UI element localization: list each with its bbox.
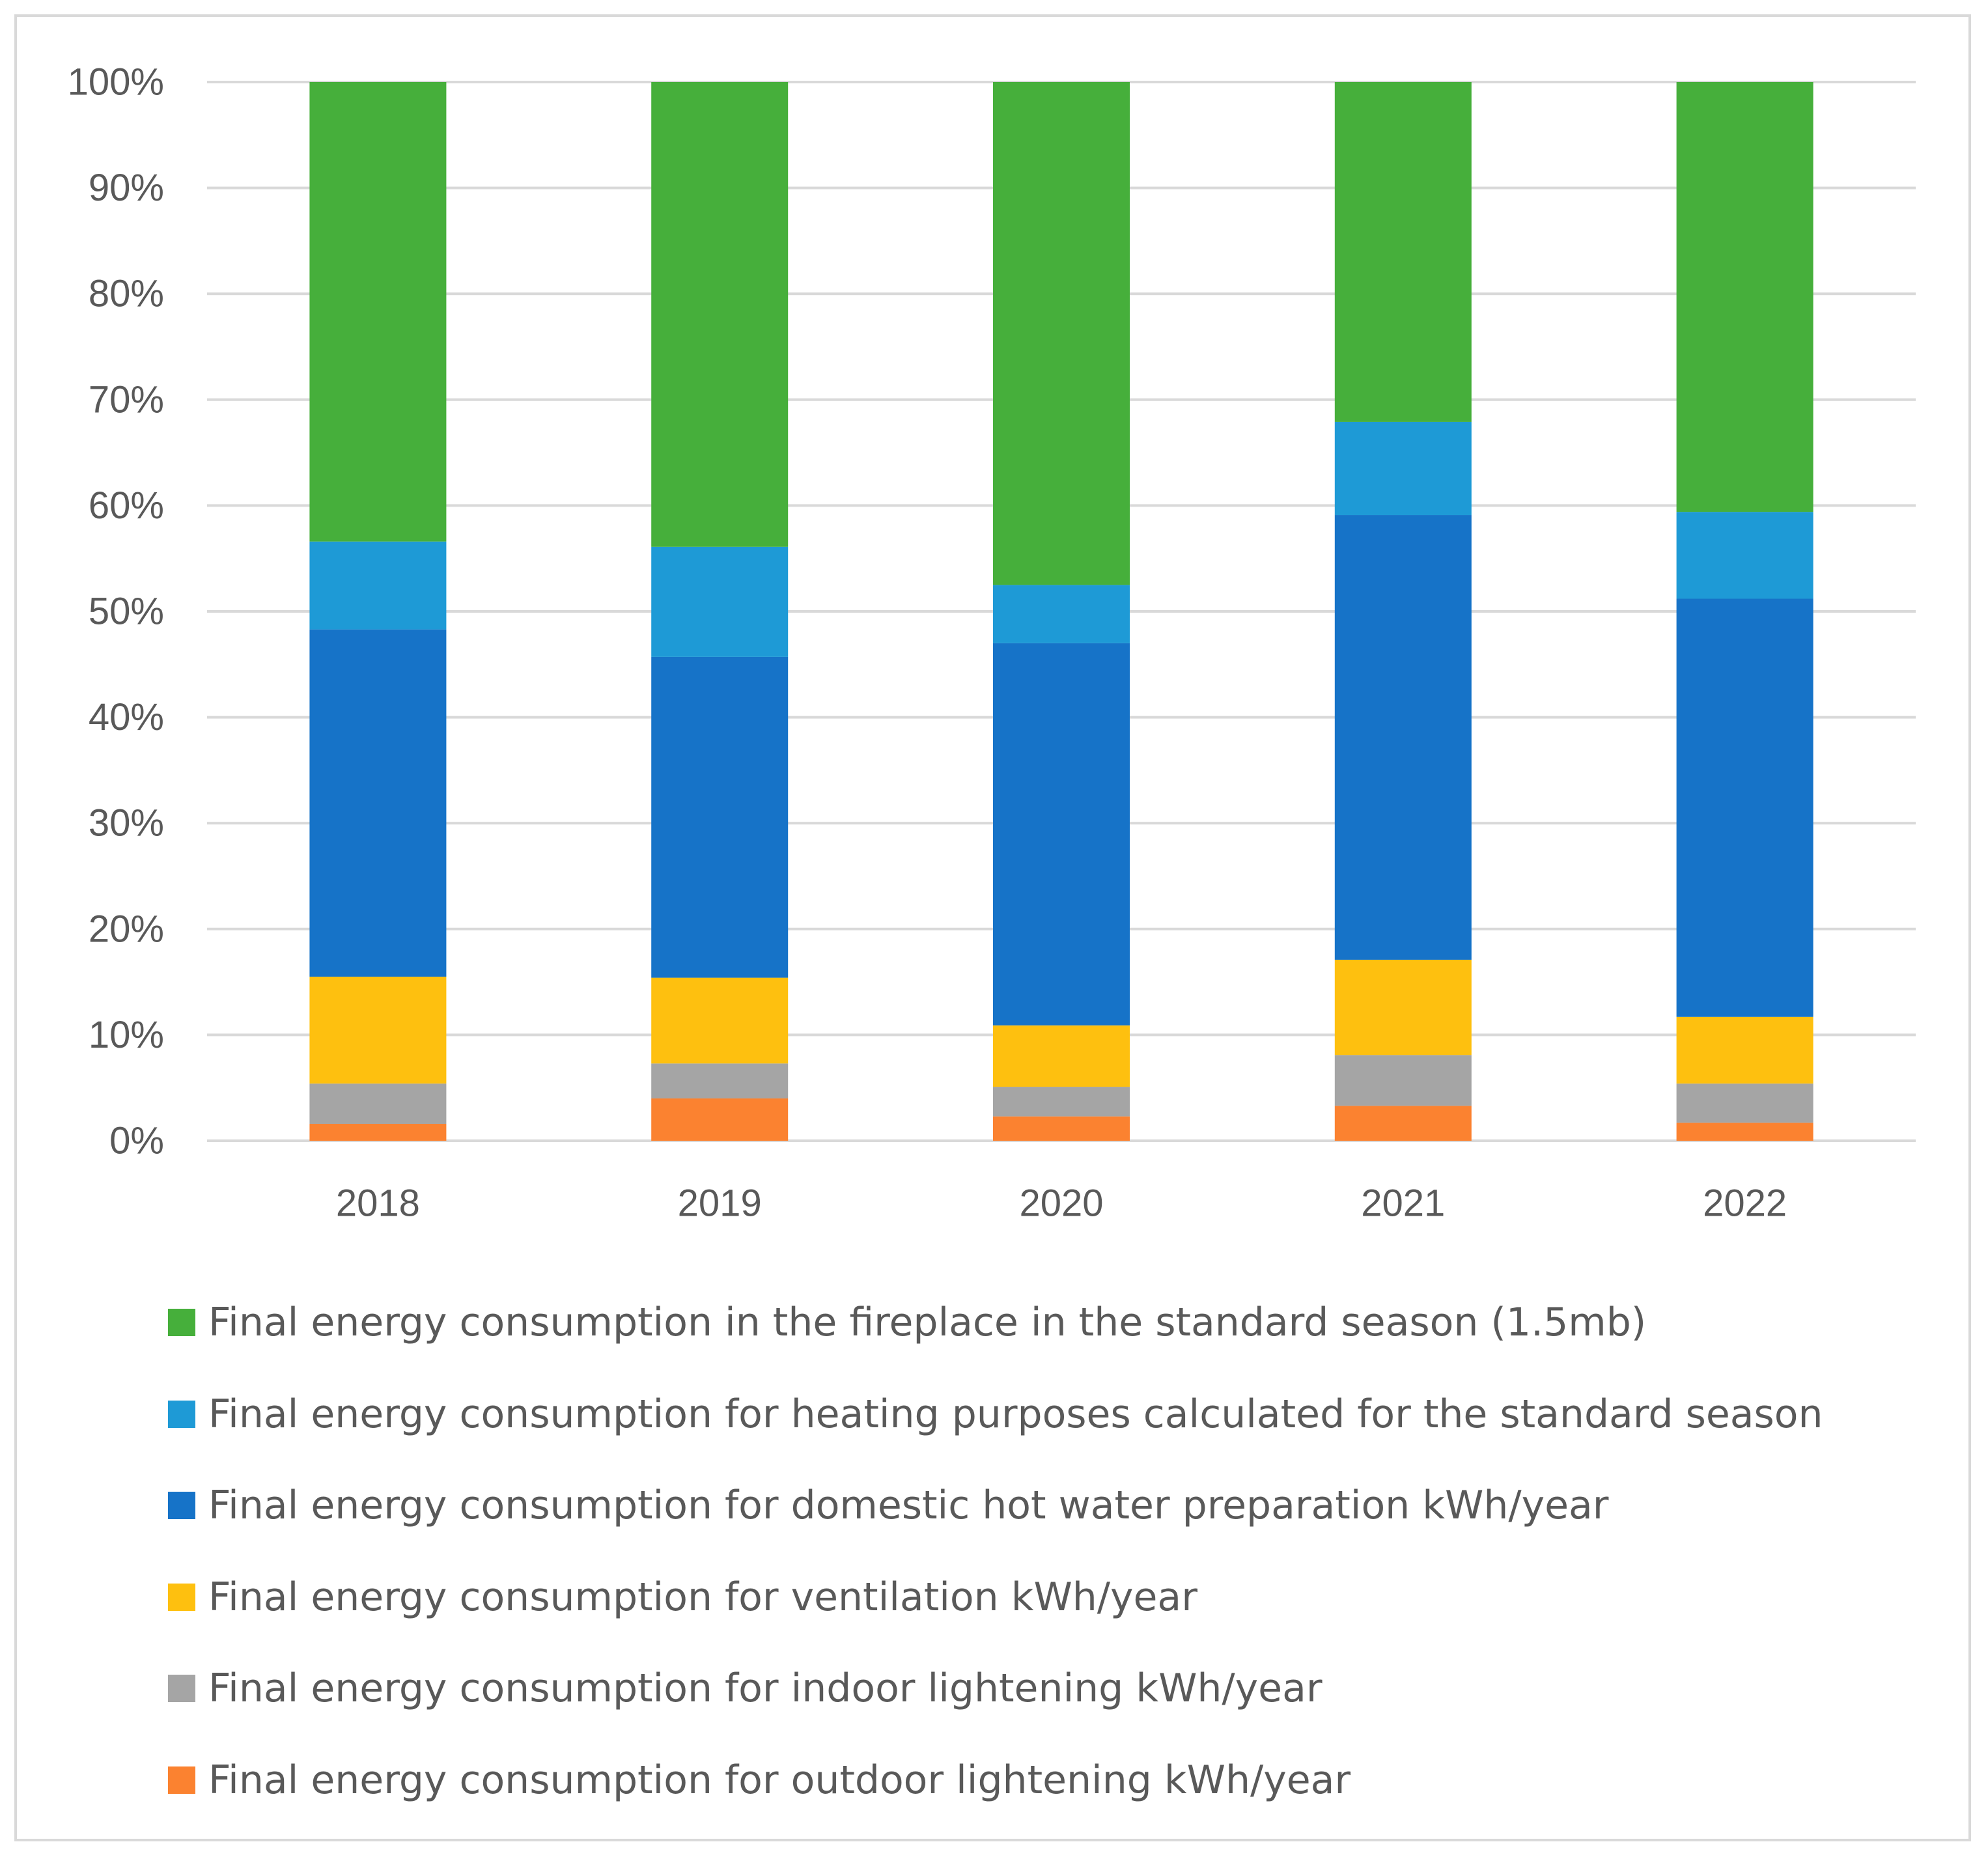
bar-segment [1334,82,1472,422]
y-tick-label: 10% [89,1014,164,1056]
bar-segment [1334,1106,1472,1141]
legend-item: Final energy consumption for domestic ho… [168,1479,1608,1531]
bar-segment [1676,1016,1813,1084]
y-tick-label: 90% [89,167,164,209]
y-tick-label: 20% [89,908,164,950]
legend-swatch [168,1675,195,1703]
legend-item: Final energy consumption for ventilation… [168,1571,1197,1623]
x-tick-label: 2021 [1361,1182,1445,1225]
legend-item: Final energy consumption for outdoor lig… [168,1754,1351,1806]
bar-segment [1676,82,1813,512]
bar-segment [993,82,1130,585]
legend-item: Final energy consumption for indoor ligh… [168,1662,1323,1714]
y-tick-label: 60% [89,484,164,527]
legend-swatch [168,1583,195,1611]
y-tick-label: 40% [89,696,164,738]
legend-label: Final energy consumption for ventilation… [208,1574,1197,1620]
bar-segment [1676,1083,1813,1123]
legend-label: Final energy consumption in the fireplac… [208,1300,1647,1345]
y-tick-label: 70% [89,378,164,421]
legend-label: Final energy consumption for indoor ligh… [208,1666,1323,1712]
bar-segment [993,1087,1130,1117]
x-tick-label: 2018 [336,1182,420,1225]
bar-segment [1334,515,1472,960]
bar-segment [651,1098,789,1141]
bar-segment [309,1123,447,1141]
bar-segment [309,1083,447,1124]
bar-segment [651,977,789,1064]
y-tick-label: 50% [89,591,164,633]
bar-segment [1676,512,1813,599]
chart-plot: 0% 10% 20% 30% 40% 50% 60% 70% 80% 90% 100% 2018 201… [68,61,1916,1225]
x-tick-label: 2022 [1703,1182,1787,1225]
bar-segment [651,546,789,657]
y-tick-label: 0% [109,1120,164,1162]
y-tick-label: 80% [89,273,164,315]
legend-label: Final energy consumption for heating pur… [208,1391,1823,1437]
bar-segment [1334,959,1472,1055]
bar-segment [309,629,447,977]
bar-segment [309,976,447,1084]
bar-segment [651,82,789,547]
legend-item: Final energy consumption in the fireplac… [168,1296,1646,1348]
legend-label: Final energy consumption for outdoor lig… [208,1757,1351,1803]
legend-label: Final energy consumption for domestic ho… [208,1483,1609,1529]
bar-segment [1334,421,1472,516]
bar-segment [309,82,447,542]
bar-segment [993,1025,1130,1087]
bar-segment [1676,1123,1813,1141]
bar-segment [309,541,447,630]
legend-item: Final energy consumption for heating pur… [168,1388,1823,1440]
x-tick-label: 2020 [1019,1182,1103,1225]
legend-swatch [168,1492,195,1520]
legend-swatch [168,1400,195,1428]
bar-segment [1334,1055,1472,1106]
x-tick-label: 2019 [678,1182,762,1225]
y-tick-label: 100% [68,61,164,104]
bar-segment [993,1116,1130,1141]
y-tick-label: 30% [89,802,164,845]
legend-swatch [168,1766,195,1794]
bar-segment [1676,598,1813,1017]
bar-segment [993,585,1130,643]
bar-segment [651,1063,789,1098]
chart-frame: 0% 10% 20% 30% 40% 50% 60% 70% 80% 90% 100% 2018 201… [14,14,1971,1841]
bar-segment [993,643,1130,1026]
legend-swatch [168,1309,195,1336]
bar-segment [651,656,789,978]
